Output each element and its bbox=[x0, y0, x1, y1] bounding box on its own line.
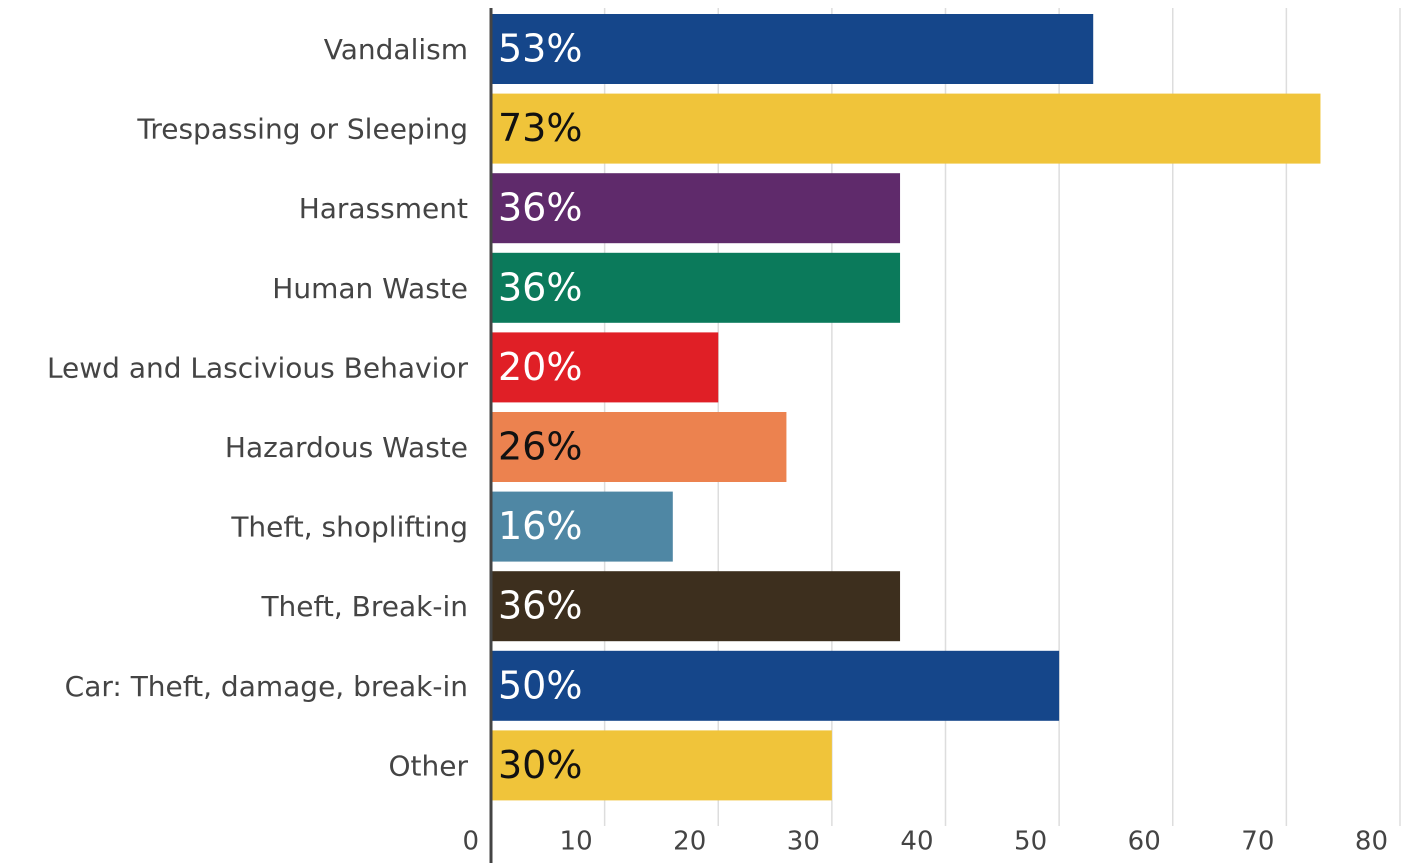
x-tick-label: 0 bbox=[462, 827, 479, 857]
bar bbox=[491, 14, 1094, 84]
value-label: 73% bbox=[498, 106, 582, 150]
category-label: Vandalism bbox=[324, 33, 468, 66]
bar bbox=[491, 93, 1321, 164]
value-label: 16% bbox=[498, 504, 582, 548]
category-label: Trespassing or Sleeping bbox=[136, 113, 468, 146]
value-label: 36% bbox=[498, 265, 582, 309]
category-label: Theft, shoplifting bbox=[230, 511, 468, 544]
bar bbox=[491, 412, 787, 482]
category-label: Human Waste bbox=[272, 272, 468, 305]
value-label: 20% bbox=[498, 345, 582, 389]
x-tick-label: 10 bbox=[560, 827, 593, 857]
value-label: 53% bbox=[498, 27, 582, 71]
category-label: Harassment bbox=[299, 192, 468, 225]
bar bbox=[491, 173, 901, 244]
x-tick-label: 60 bbox=[1128, 827, 1161, 857]
bar bbox=[491, 332, 719, 403]
bar bbox=[491, 571, 901, 642]
x-tick-label: 40 bbox=[900, 827, 933, 857]
bar bbox=[491, 650, 1060, 721]
x-tick-label: 50 bbox=[1014, 827, 1047, 857]
x-tick-label: 30 bbox=[787, 827, 820, 857]
x-tick-label: 80 bbox=[1355, 827, 1388, 857]
bar bbox=[491, 491, 673, 562]
value-label: 36% bbox=[498, 186, 582, 230]
bar bbox=[491, 252, 901, 323]
bar bbox=[491, 730, 832, 801]
value-label: 30% bbox=[498, 743, 582, 787]
category-label: Lewd and Lascivious Behavior bbox=[47, 351, 469, 384]
category-label: Theft, Break-in bbox=[260, 590, 468, 623]
category-label: Other bbox=[388, 749, 468, 782]
category-label: Car: Theft, damage, break-in bbox=[65, 670, 468, 703]
x-tick-label: 70 bbox=[1241, 827, 1274, 857]
category-label: Hazardous Waste bbox=[225, 431, 468, 464]
x-tick-label: 20 bbox=[673, 827, 706, 857]
value-label: 36% bbox=[498, 584, 582, 628]
value-label: 26% bbox=[498, 425, 582, 469]
value-label: 50% bbox=[498, 663, 582, 707]
